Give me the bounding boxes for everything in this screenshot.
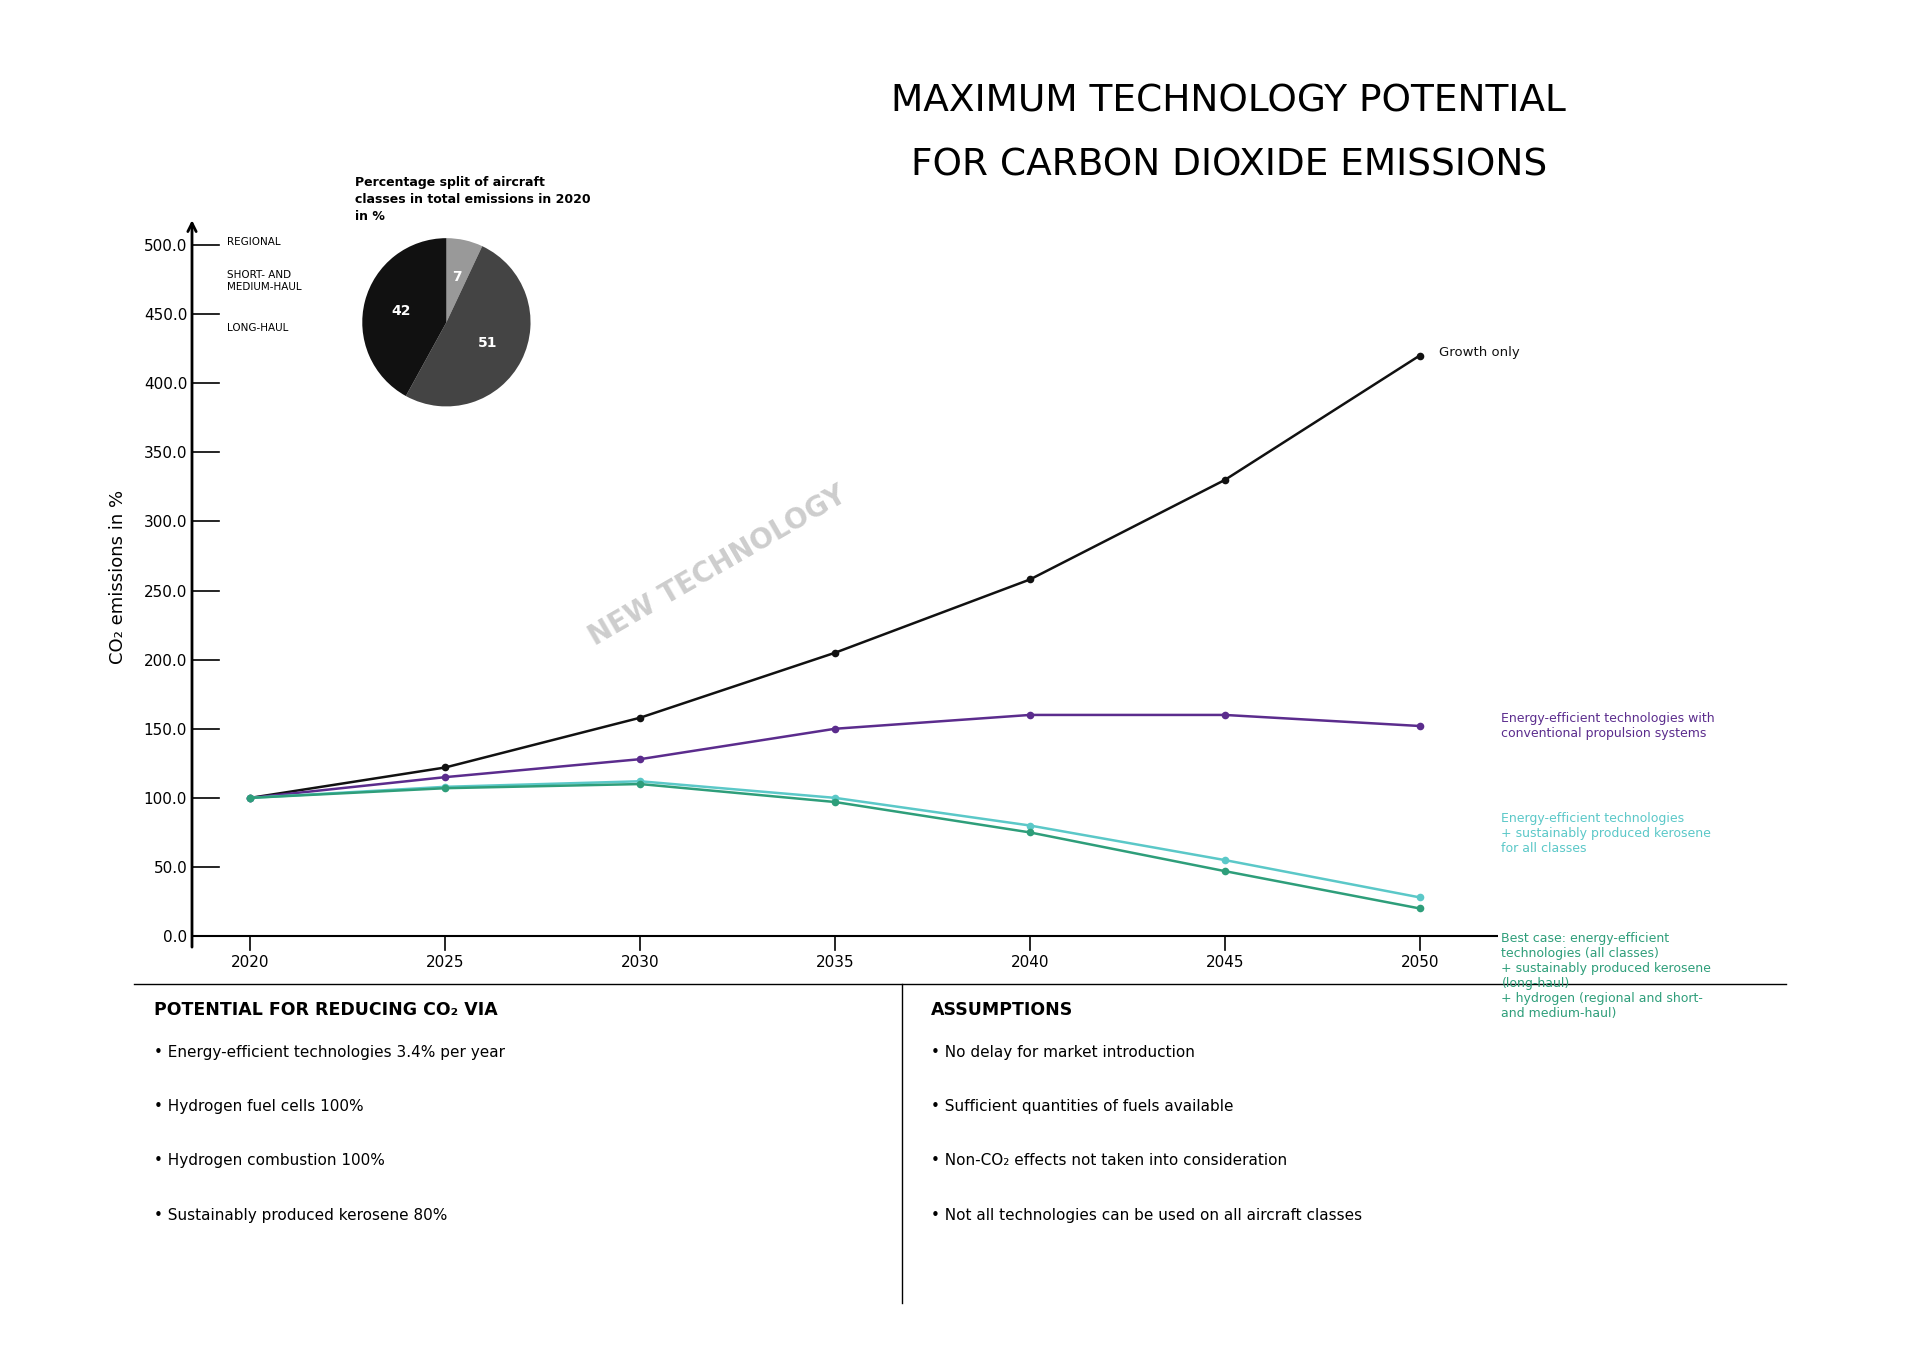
Text: • Not all technologies can be used on all aircraft classes: • Not all technologies can be used on al… <box>931 1208 1363 1223</box>
Text: Energy-efficient technologies
+ sustainably produced kerosene
for all classes: Energy-efficient technologies + sustaina… <box>1501 811 1711 855</box>
Text: • Non-CO₂ effects not taken into consideration: • Non-CO₂ effects not taken into conside… <box>931 1153 1286 1168</box>
Text: POTENTIAL FOR REDUCING CO₂ VIA: POTENTIAL FOR REDUCING CO₂ VIA <box>154 1001 497 1019</box>
Text: SHORT- AND
MEDIUM-HAUL: SHORT- AND MEDIUM-HAUL <box>227 270 301 292</box>
Text: • No delay for market introduction: • No delay for market introduction <box>931 1045 1194 1060</box>
Text: Growth only: Growth only <box>1440 346 1521 360</box>
Text: • Sustainably produced kerosene 80%: • Sustainably produced kerosene 80% <box>154 1208 447 1223</box>
Text: NEW TECHNOLOGY: NEW TECHNOLOGY <box>584 480 852 651</box>
Text: Best case: energy-efficient
technologies (all classes)
+ sustainably produced ke: Best case: energy-efficient technologies… <box>1501 932 1711 1020</box>
Text: 51: 51 <box>478 337 497 350</box>
Text: Percentage split of aircraft
classes in total emissions in 2020
in %: Percentage split of aircraft classes in … <box>355 176 591 224</box>
Text: MAXIMUM TECHNOLOGY POTENTIAL: MAXIMUM TECHNOLOGY POTENTIAL <box>891 84 1567 119</box>
Text: REGIONAL: REGIONAL <box>227 236 280 247</box>
Wedge shape <box>445 237 482 322</box>
Text: 42: 42 <box>392 304 411 318</box>
Text: ASSUMPTIONS: ASSUMPTIONS <box>931 1001 1073 1019</box>
Wedge shape <box>363 237 447 396</box>
Text: 7: 7 <box>451 270 461 284</box>
Text: LONG-HAUL: LONG-HAUL <box>227 323 288 334</box>
Text: • Sufficient quantities of fuels available: • Sufficient quantities of fuels availab… <box>931 1099 1235 1114</box>
Text: FOR CARBON DIOXIDE EMISSIONS: FOR CARBON DIOXIDE EMISSIONS <box>910 148 1548 183</box>
Text: • Hydrogen combustion 100%: • Hydrogen combustion 100% <box>154 1153 384 1168</box>
Y-axis label: CO₂ emissions in %: CO₂ emissions in % <box>109 490 127 664</box>
Text: • Energy-efficient technologies 3.4% per year: • Energy-efficient technologies 3.4% per… <box>154 1045 505 1060</box>
Text: Energy-efficient technologies with
conventional propulsion systems: Energy-efficient technologies with conve… <box>1501 712 1715 740</box>
Text: • Hydrogen fuel cells 100%: • Hydrogen fuel cells 100% <box>154 1099 363 1114</box>
Wedge shape <box>405 246 530 406</box>
